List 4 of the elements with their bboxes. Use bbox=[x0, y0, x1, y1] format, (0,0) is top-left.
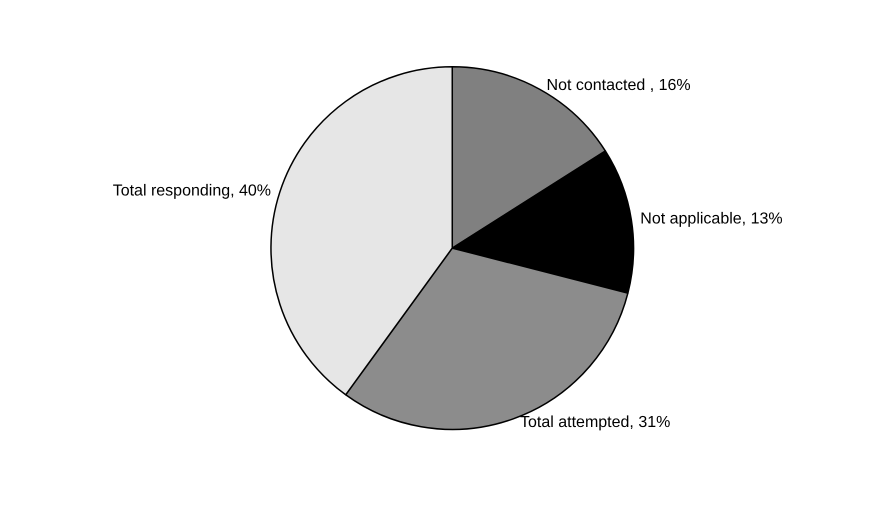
slice-label: Total attempted, 31% bbox=[520, 414, 670, 431]
slice-label: Not contacted , 16% bbox=[546, 77, 691, 94]
slice-label: Total responding, 40% bbox=[112, 182, 272, 200]
slice-label: Not applicable, 13% bbox=[640, 210, 783, 228]
